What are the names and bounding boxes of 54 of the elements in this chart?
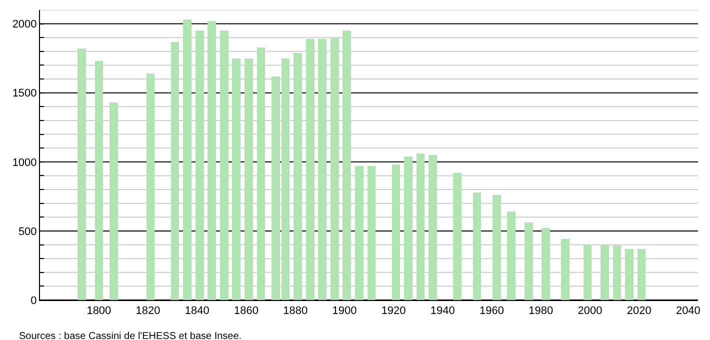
x-tick-label: 1940 (430, 305, 455, 318)
bar (232, 58, 241, 300)
bar (256, 47, 266, 300)
x-tick-label: 2000 (578, 305, 602, 318)
bar (416, 154, 425, 300)
bar (492, 195, 501, 300)
bar (472, 192, 482, 300)
x-tick-label: 1860 (234, 305, 258, 318)
source-note: Sources : base Cassini de l'EHESS et base Insee. (19, 331, 242, 340)
y-tick-label: 2000 (12, 18, 37, 31)
bar (392, 164, 400, 300)
bar (78, 48, 86, 300)
bar (542, 228, 550, 300)
bar (625, 248, 634, 300)
bar (342, 30, 352, 300)
bar (583, 244, 592, 300)
x-tick-label: 2020 (626, 305, 652, 318)
bar (220, 30, 228, 300)
bar (524, 222, 533, 300)
x-tick-label: 1900 (332, 305, 357, 318)
bar (244, 58, 253, 300)
x-tick-label: 1800 (86, 305, 112, 318)
bar (561, 239, 570, 300)
bar (404, 156, 412, 300)
bar (507, 212, 516, 300)
bar (612, 245, 622, 300)
bar (330, 38, 339, 300)
x-tick-label: 1840 (184, 305, 210, 318)
bar (428, 155, 438, 300)
bar (183, 20, 192, 300)
x-tick-label: 1880 (283, 305, 308, 318)
bar (600, 244, 609, 300)
bar (109, 102, 118, 300)
x-tick-label: 1960 (480, 305, 504, 318)
bar (637, 248, 646, 300)
bar (453, 172, 462, 300)
bar (208, 21, 216, 300)
bar (195, 30, 204, 300)
x-tick-label: 1920 (381, 305, 406, 318)
y-tick-label: 0 (30, 294, 37, 307)
bar (146, 74, 155, 300)
bar (355, 166, 364, 300)
bar (294, 52, 302, 300)
bar (306, 39, 314, 300)
bar (318, 39, 327, 300)
y-tick-label: 1000 (12, 156, 37, 169)
y-tick-label: 1500 (12, 88, 37, 100)
bar (170, 42, 180, 300)
x-tick-label: 2040 (676, 305, 700, 318)
x-tick-label: 1820 (136, 305, 160, 318)
bar (94, 61, 104, 300)
y-tick-label: 500 (18, 226, 37, 238)
x-tick-label: 1980 (528, 305, 554, 318)
bar (367, 166, 376, 300)
